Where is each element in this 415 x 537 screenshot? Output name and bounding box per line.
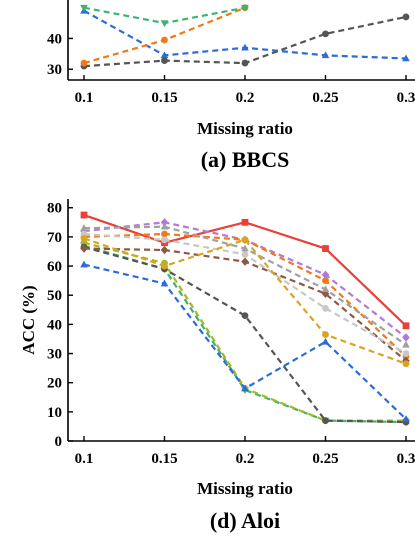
aloi-data-point [322, 304, 329, 312]
aloi-data-point [322, 277, 329, 285]
bbcs-x-axis-title: Missing ratio [197, 119, 293, 138]
aloi-data-point [321, 285, 330, 293]
aloi-data-point [160, 222, 169, 230]
bbcs-data-point [402, 54, 410, 62]
bbcs-series-line [83, 15, 407, 68]
aloi-y-tick-label: 70 [47, 230, 62, 246]
aloi-x-tick-label: 0.25 [312, 451, 338, 467]
bbcs-series-line [83, 9, 407, 60]
aloi-series-line [83, 237, 407, 365]
aloi-y-tick-label: 50 [47, 288, 62, 304]
bbcs-data-point [80, 59, 88, 67]
aloi-series-11 [80, 234, 410, 368]
aloi-y-tick-label: 20 [47, 376, 62, 392]
aloi-data-point [241, 250, 249, 258]
aloi-data-point [402, 350, 410, 357]
chart-aloi: 0.1 0.15 0.2 0.25 0.3 0 10 20 30 40 50 60 70 80 ACC (… [19, 199, 415, 533]
aloi-data-point [322, 417, 329, 424]
bbcs-y-tick-label: 30 [47, 62, 62, 78]
aloi-data-point [80, 244, 88, 253]
aloi-series-1 [80, 211, 410, 330]
aloi-series-line [83, 244, 407, 424]
aloi-y-tick-label: 10 [47, 405, 62, 421]
aloi-series-line [83, 246, 407, 424]
bbcs-series-1 [80, 6, 410, 62]
bbcs-data-point [241, 59, 249, 67]
aloi-y-tick-label: 0 [55, 434, 63, 450]
aloi-data-point [241, 236, 249, 244]
aloi-series-4 [80, 242, 410, 427]
bbcs-caption: (a) BBCS [201, 147, 290, 172]
aloi-data-point [80, 211, 88, 219]
bbcs-series-2 [80, 13, 410, 70]
aloi-data-point [321, 270, 330, 280]
aloi-data-point [241, 384, 249, 392]
aloi-series-line [83, 213, 407, 327]
aloi-y-axis-title: ACC (%) [19, 285, 38, 354]
aloi-series-line [83, 263, 407, 420]
bbcs-x-tick-label: 0.2 [236, 90, 255, 106]
aloi-data-point [321, 337, 330, 345]
aloi-data-point [80, 224, 88, 231]
aloi-x-axis-title: Missing ratio [197, 479, 293, 498]
bbcs-series-layer [80, 4, 410, 70]
aloi-data-point [80, 260, 88, 268]
aloi-series-6 [80, 243, 410, 426]
aloi-series-9 [80, 230, 410, 357]
aloi-data-point [322, 245, 329, 252]
aloi-data-point [402, 340, 410, 348]
chart-bbcs: 0.1 0.15 0.2 0.25 0.3 30 40 Missing ratio (a) … [47, 0, 415, 172]
aloi-x-tick-label: 0.15 [151, 451, 177, 467]
bbcs-data-point [80, 4, 88, 12]
aloi-data-point [241, 244, 249, 252]
aloi-x-tick-label: 0.2 [236, 451, 255, 467]
aloi-series-layer [80, 211, 410, 427]
aloi-data-point [322, 331, 329, 338]
bbcs-y-tick-label: 40 [47, 31, 62, 47]
bbcs-data-point [160, 20, 169, 28]
bbcs-data-point [241, 43, 249, 51]
bbcs-data-point [160, 51, 169, 59]
bbcs-series-4 [80, 4, 249, 28]
bbcs-data-point [161, 57, 168, 65]
aloi-y-tick-label: 30 [47, 347, 62, 363]
aloi-data-point [241, 312, 249, 320]
bbcs-data-point [402, 13, 410, 21]
aloi-data-point [402, 360, 410, 368]
aloi-y-tick-label: 80 [47, 201, 62, 217]
aloi-caption: (d) Aloi [210, 508, 280, 533]
aloi-data-point [402, 322, 410, 330]
bbcs-ticks: 0.1 0.15 0.2 0.25 0.3 30 40 [47, 31, 415, 106]
aloi-ticks: 0.1 0.15 0.2 0.25 0.3 0 10 20 30 40 50 60 70 80 [47, 201, 415, 467]
bbcs-data-point [241, 4, 249, 12]
aloi-y-tick-label: 40 [47, 317, 62, 333]
bbcs-x-tick-label: 0.25 [312, 90, 338, 106]
aloi-series-10 [80, 222, 410, 348]
aloi-series-7 [80, 260, 410, 422]
aloi-data-point [241, 257, 249, 266]
aloi-data-point [161, 230, 168, 238]
bbcs-data-point [161, 36, 168, 44]
aloi-series-5 [80, 239, 410, 424]
aloi-data-point [161, 236, 168, 244]
aloi-data-point [402, 333, 410, 342]
bbcs-data-point [321, 51, 330, 59]
aloi-data-point [161, 262, 168, 270]
bbcs-x-tick-label: 0.15 [151, 90, 177, 106]
aloi-x-tick-label: 0.3 [397, 451, 415, 467]
aloi-data-point [160, 279, 169, 287]
bbcs-x-tick-label: 0.1 [75, 90, 94, 106]
aloi-data-point [160, 218, 169, 227]
aloi-x-tick-label: 0.1 [75, 451, 94, 467]
aloi-y-tick-label: 60 [47, 259, 62, 275]
bbcs-x-tick-label: 0.3 [397, 90, 415, 106]
aloi-series-line [83, 225, 407, 346]
bbcs-data-point [322, 30, 329, 38]
aloi-data-point [80, 234, 88, 242]
aloi-data-point [241, 218, 249, 226]
aloi-data-point [402, 415, 410, 422]
aloi-data-point [160, 245, 169, 255]
